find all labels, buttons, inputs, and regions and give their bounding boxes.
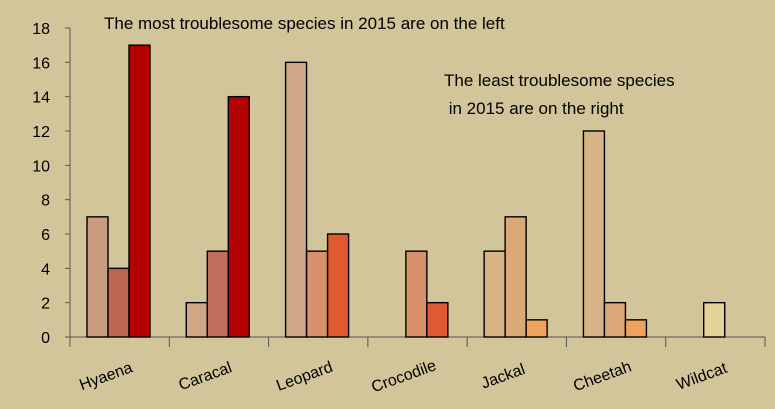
bar-hyaena-2 xyxy=(107,267,130,338)
bar-jackal-2 xyxy=(504,216,527,338)
y-tick-label: 0 xyxy=(41,330,50,347)
category-label-cheetah: Cheetah xyxy=(571,358,634,395)
bars xyxy=(86,44,726,338)
y-tick-label: 14 xyxy=(32,90,50,107)
bar-cheetah-2 xyxy=(603,301,627,338)
bar-cheetah-1 xyxy=(582,130,606,338)
bar-leopard-2 xyxy=(305,250,329,338)
category-label-wildcat: Wildcat xyxy=(674,360,730,394)
bar-cheetah-3 xyxy=(624,319,648,338)
y-tick-label: 18 xyxy=(32,21,50,38)
y-tick-label: 16 xyxy=(32,55,50,72)
category-labels: Hyaena Caracal Leopard Crocodile Jackal Cheet… xyxy=(77,357,730,396)
category-label-jackal: Jackal xyxy=(479,361,527,392)
bar-leopard-3 xyxy=(326,233,350,338)
bar-caracal-2 xyxy=(206,250,229,338)
category-label-hyaena: Hyaena xyxy=(77,359,135,394)
y-tick-label: 8 xyxy=(41,193,50,210)
annotation-right-line-2: in 2015 are on the right xyxy=(444,99,624,118)
category-label-caracal: Caracal xyxy=(177,359,235,394)
category-label-crocodile: Crocodile xyxy=(369,357,438,396)
annotation-right-line-1: The least troublesome species xyxy=(444,71,675,90)
y-tick-label: 10 xyxy=(32,158,50,175)
bar-crocodile-3 xyxy=(426,301,449,338)
y-tick-label: 12 xyxy=(32,124,50,141)
annotation-left: The most troublesome species in 2015 are… xyxy=(104,14,505,33)
bar-hyaena-1 xyxy=(86,216,109,338)
bar-jackal-3 xyxy=(525,319,548,338)
bar-leopard-1 xyxy=(284,61,308,338)
bar-crocodile-2 xyxy=(405,250,428,338)
bar-caracal-3 xyxy=(227,95,250,338)
y-tick-label: 2 xyxy=(41,296,50,313)
bar-caracal-1 xyxy=(185,301,208,338)
category-label-leopard: Leopard xyxy=(274,359,335,395)
bar-wildcat-2 xyxy=(703,301,726,338)
bar-hyaena-3 xyxy=(128,44,151,338)
bar-jackal-1 xyxy=(483,250,506,338)
y-tick-label: 4 xyxy=(41,261,50,278)
y-tick-label: 6 xyxy=(41,227,50,244)
